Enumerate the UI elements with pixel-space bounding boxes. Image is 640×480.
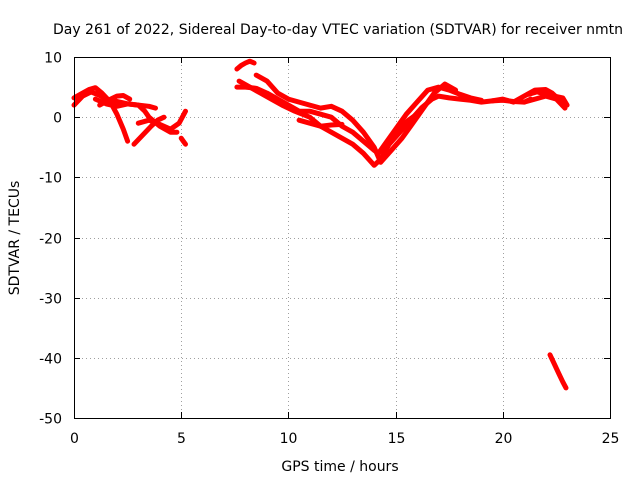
y-tick-label: -20 [39, 232, 62, 248]
y-tick-label: -40 [39, 352, 62, 368]
y-tick-label: -10 [39, 171, 62, 187]
y-tick-label: -30 [39, 292, 62, 308]
series-track-h [234, 58, 257, 72]
y-axis-label: SDTVAR / TECUs [7, 181, 23, 296]
x-tick-label: 5 [177, 431, 186, 447]
series-track-q [547, 352, 569, 391]
series-track-f [135, 108, 188, 132]
y-tick-labels: -50 -40 -30 -20 -10 0 10 [39, 51, 62, 428]
x-tick-label: 20 [495, 431, 513, 447]
x-tick-label: 10 [280, 431, 298, 447]
series-track-m [393, 111, 420, 135]
x-tick-labels: 0 5 10 15 20 25 [70, 431, 619, 447]
series-track-p [521, 93, 568, 111]
series-track-l [296, 117, 345, 129]
y-tick-label: 10 [44, 51, 62, 67]
y-tick-label: 0 [53, 111, 62, 127]
series-track-k [253, 72, 459, 165]
series-track-g [178, 135, 188, 147]
x-tick-label: 15 [388, 431, 406, 447]
x-axis-label: GPS time / hours [281, 459, 398, 475]
series-track-b [71, 85, 131, 144]
x-tick-label: 0 [70, 431, 79, 447]
chart-title: Day 261 of 2022, Sidereal Day-to-day VTE… [53, 22, 623, 38]
series-track-e [131, 114, 167, 147]
x-tick-label: 25 [602, 431, 620, 447]
axis-ticks [74, 57, 611, 419]
y-tick-label: -50 [39, 412, 62, 428]
series-track-d [97, 93, 133, 108]
data-series [71, 58, 570, 391]
grid [74, 57, 610, 418]
